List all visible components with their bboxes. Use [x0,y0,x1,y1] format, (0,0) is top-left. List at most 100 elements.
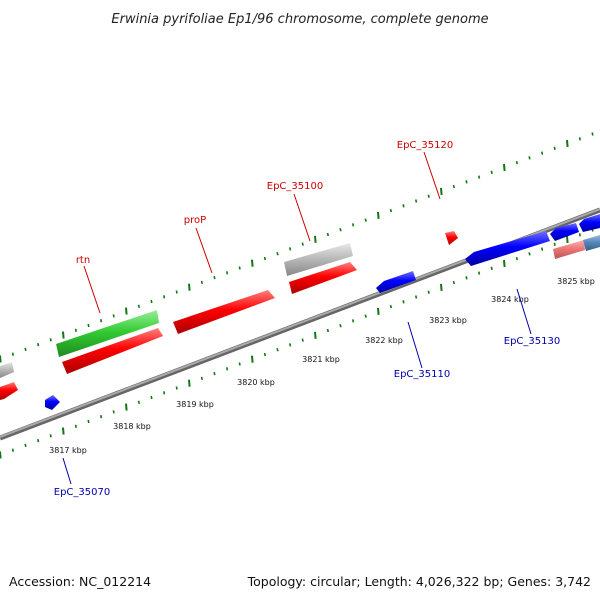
forward-tick [87,323,90,328]
forward-tick [213,275,216,280]
reverse-gene-labels: EpC_35070 EpC_35110 EpC_35130 [54,336,560,498]
gene-label-EpC_35120[interactable]: EpC_35120 [397,140,453,151]
gene-label-EpC_35130[interactable]: EpC_35130 [504,336,560,347]
scale-label: 3824 kbp [491,295,529,304]
gene-feature-proP[interactable] [173,290,275,334]
reverse-tick [150,395,153,400]
reverse-tick [440,283,443,291]
forward-tick [578,137,581,141]
accession-text: Accession: NC_012214 [9,574,151,589]
forward-tick [125,307,128,315]
reverse-tick [566,235,569,244]
reverse-tick [528,252,531,256]
forward-tick [402,204,405,208]
forward-tick [591,132,594,136]
forward-tick [238,266,241,270]
reverse-tick [553,242,556,246]
scale-label: 3820 kbp [237,378,275,387]
forward-tick [364,218,367,222]
gene-feature-EpC_35120[interactable] [445,231,458,245]
reverse-tick [125,403,128,411]
forward-tick [163,295,166,299]
scale-label: 3821 kbp [302,355,340,364]
reverse-tick [326,328,329,333]
gene-feature[interactable] [289,262,357,294]
reverse-tick [352,319,355,323]
forward-tick [137,304,140,308]
gene-label-rtn[interactable]: rtn [76,255,90,266]
gene-feature[interactable] [0,382,18,400]
reverse-tick [478,271,481,275]
reverse-tick [100,415,103,419]
forward-tick [566,139,569,148]
reverse-tick [62,427,65,435]
reverse-tick [263,352,266,357]
forward-tick [11,352,14,356]
scale-label: 3817 kbp [49,446,87,455]
gene-feature[interactable] [550,223,579,241]
gene-feature-EpC_35100[interactable] [284,243,353,276]
reverse-tick [188,379,191,387]
forward-tick [301,242,304,246]
reverse-tick [578,233,581,237]
forward-tick-track [0,132,594,363]
scale-labels: 3817 kbp 3818 kbp 3819 kbp 3820 kbp 3821… [49,277,595,455]
gene-feature-rtn[interactable] [56,310,159,357]
forward-tick [49,338,52,342]
reverse-tick [49,434,52,438]
gene-label-EpC_35070[interactable]: EpC_35070 [54,487,110,498]
scale-label: 3825 kbp [557,277,595,286]
reverse-tick [402,300,405,304]
gene-feature[interactable] [579,214,600,232]
forward-tick [326,232,329,237]
forward-tick [541,151,544,155]
gene-features [0,214,600,410]
forward-tick [150,299,153,304]
gene-feature[interactable] [62,328,163,374]
reverse-tick [490,266,493,270]
gene-label-EpC_35110[interactable]: EpC_35110 [394,369,450,380]
reverse-tick [503,259,506,268]
forward-tick [226,271,229,275]
topology-summary: Topology: circular; Length: 4,026,322 bp… [247,574,591,589]
reverse-tick [389,304,392,309]
forward-tick [175,290,178,294]
forward-tick [74,328,77,332]
forward-tick [465,180,468,184]
forward-tick [200,280,203,285]
forward-tick [415,199,418,203]
reverse-tick [452,280,455,285]
forward-tick [263,256,266,261]
reverse-tick [251,355,254,363]
gene-label-proP[interactable]: proP [184,215,206,226]
reverse-tick [289,343,292,347]
reverse-tick [112,410,115,414]
reverse-tick [213,371,216,376]
gene-feature[interactable] [45,395,60,410]
reverse-tick [276,348,279,352]
reverse-tick [238,362,241,366]
reverse-tick [541,247,544,251]
forward-tick [251,259,254,267]
forward-tick [440,187,443,195]
gene-feature[interactable] [553,240,585,259]
reverse-tick [74,424,77,428]
forward-tick [339,228,342,232]
reverse-tick [339,324,342,328]
reverse-tick [175,386,178,390]
gene-label-EpC_35100[interactable]: EpC_35100 [267,181,323,192]
reverse-tick-track [0,228,594,459]
forward-tick [289,247,292,251]
forward-tick [314,235,317,243]
map-title: Erwinia pyrifoliae Ep1/96 chromosome, co… [111,12,488,27]
gene-feature[interactable] [0,362,14,378]
forward-tick [100,319,103,323]
gene-feature[interactable] [583,235,600,251]
gene-feature-EpC_35110[interactable] [376,271,416,293]
reverse-tick [137,400,140,404]
gene-feature[interactable] [465,231,550,266]
reverse-tick [87,419,90,424]
forward-tick [490,170,493,174]
scale-label: 3822 kbp [365,336,403,345]
forward-tick [62,331,65,339]
